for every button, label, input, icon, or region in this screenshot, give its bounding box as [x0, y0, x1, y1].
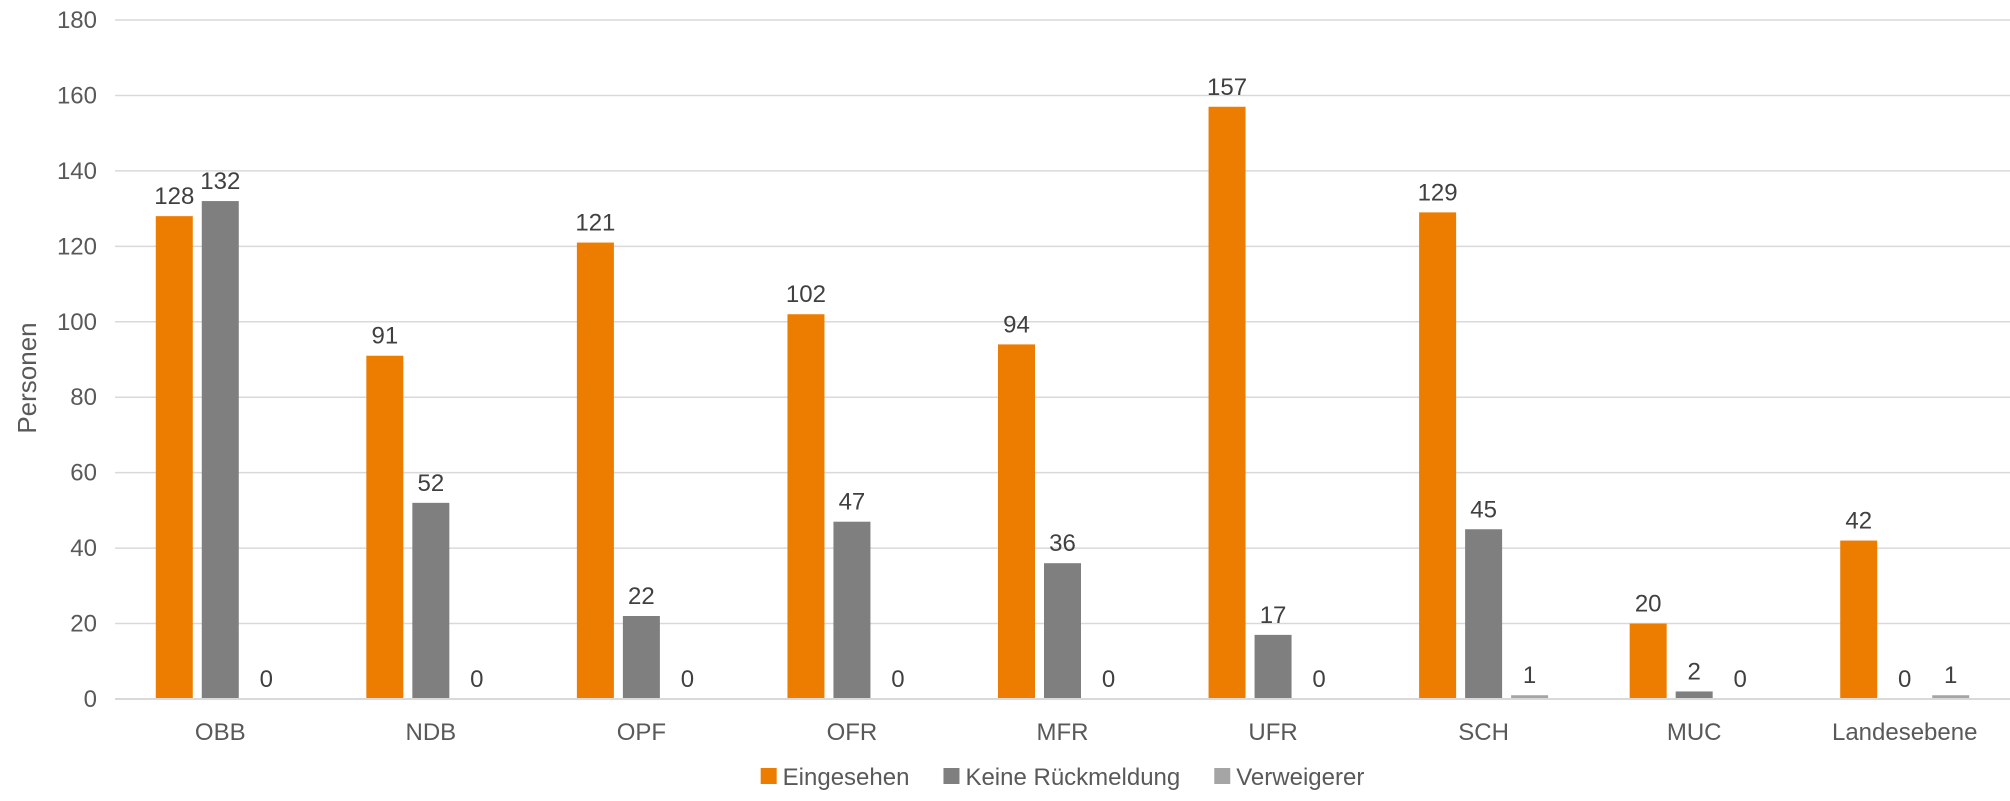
x-category-label: MFR	[1037, 719, 1089, 746]
bar-keine-r-ckmeldung	[1254, 634, 1292, 699]
data-label: 0	[1312, 666, 1325, 693]
data-label: 91	[371, 323, 398, 350]
y-axis-ticks: 0 20 40 60 80 100 120 140 160 180	[57, 7, 97, 713]
legend: Eingesehen Keine Rückmeldung Verweigerer	[760, 764, 1364, 791]
data-label: 0	[260, 666, 273, 693]
y-tick-label: 100	[57, 309, 97, 336]
data-label: 129	[1418, 179, 1458, 206]
data-label: 36	[1049, 530, 1076, 557]
data-label: 0	[1898, 666, 1911, 693]
data-label: 102	[786, 281, 826, 308]
x-category-label: UFR	[1248, 719, 1297, 746]
data-label: 1	[1523, 662, 1536, 689]
y-tick-label: 160	[57, 82, 97, 109]
bar-keine-r-ckmeldung	[1044, 563, 1081, 699]
legend-label: Verweigerer	[1236, 764, 1364, 791]
bar-keine-r-ckmeldung	[1675, 691, 1713, 699]
bar-verweigerer	[1511, 695, 1549, 699]
bar-keine-r-ckmeldung	[622, 616, 660, 699]
data-label: 132	[200, 168, 240, 195]
category-labels: OBB NDB OPF OFR MFR UFR SCH MUC Landesebene	[195, 719, 1978, 746]
legend-swatch	[943, 768, 960, 784]
x-category-label: MUC	[1667, 719, 1722, 746]
x-category-label: Landesebene	[1832, 719, 1977, 746]
legend-label: Eingesehen	[783, 764, 910, 791]
bar-eingesehen	[787, 314, 825, 699]
x-category-label: SCH	[1458, 719, 1509, 746]
y-tick-label: 20	[70, 611, 97, 638]
bar-keine-r-ckmeldung	[412, 502, 450, 699]
y-tick-label: 0	[84, 686, 97, 713]
data-labels: 1281320915201212201024709436015717012945…	[154, 74, 1957, 693]
bar-keine-r-ckmeldung	[201, 201, 239, 700]
data-label: 0	[1733, 666, 1746, 693]
data-label: 128	[154, 183, 194, 210]
data-label: 17	[1260, 602, 1287, 629]
data-label: 157	[1207, 74, 1247, 101]
x-category-label: OFR	[827, 719, 878, 746]
data-label: 0	[891, 666, 904, 693]
y-tick-label: 120	[57, 233, 97, 260]
data-label: 94	[1003, 311, 1030, 338]
y-tick-label: 140	[57, 158, 97, 185]
data-label: 1	[1944, 662, 1957, 689]
legend-label: Keine Rückmeldung	[965, 764, 1180, 791]
bar-eingesehen	[576, 242, 614, 700]
legend-swatch	[760, 768, 777, 784]
bar-eingesehen	[1840, 540, 1878, 699]
data-label: 52	[417, 470, 444, 497]
data-label: 47	[839, 489, 866, 516]
bar-eingesehen	[155, 216, 193, 699]
x-category-label: NDB	[405, 719, 456, 746]
data-label: 0	[1102, 666, 1115, 693]
data-label: 45	[1470, 496, 1497, 523]
y-tick-label: 40	[70, 535, 97, 562]
data-label: 121	[575, 210, 615, 237]
data-label: 0	[681, 666, 694, 693]
bar-eingesehen	[366, 355, 404, 699]
bar-eingesehen	[1208, 106, 1246, 699]
bar-eingesehen	[1419, 212, 1457, 699]
data-label: 22	[628, 583, 655, 610]
x-category-label: OPF	[617, 719, 666, 746]
legend-swatch	[1214, 768, 1231, 784]
y-tick-label: 80	[70, 384, 97, 411]
y-axis-label: Personen	[12, 322, 42, 433]
data-label: 20	[1635, 591, 1662, 618]
bar-eingesehen	[1629, 623, 1667, 699]
data-label: 42	[1845, 508, 1872, 535]
data-label: 0	[470, 666, 483, 693]
y-tick-label: 60	[70, 460, 97, 487]
bar-verweigerer	[1932, 695, 1970, 699]
bar-keine-r-ckmeldung	[1465, 529, 1503, 699]
y-tick-label: 180	[57, 7, 97, 34]
x-category-label: OBB	[195, 719, 246, 746]
bar-eingesehen	[998, 344, 1035, 699]
bar-keine-r-ckmeldung	[833, 521, 871, 699]
data-label: 2	[1687, 658, 1700, 685]
bars	[155, 106, 1970, 700]
